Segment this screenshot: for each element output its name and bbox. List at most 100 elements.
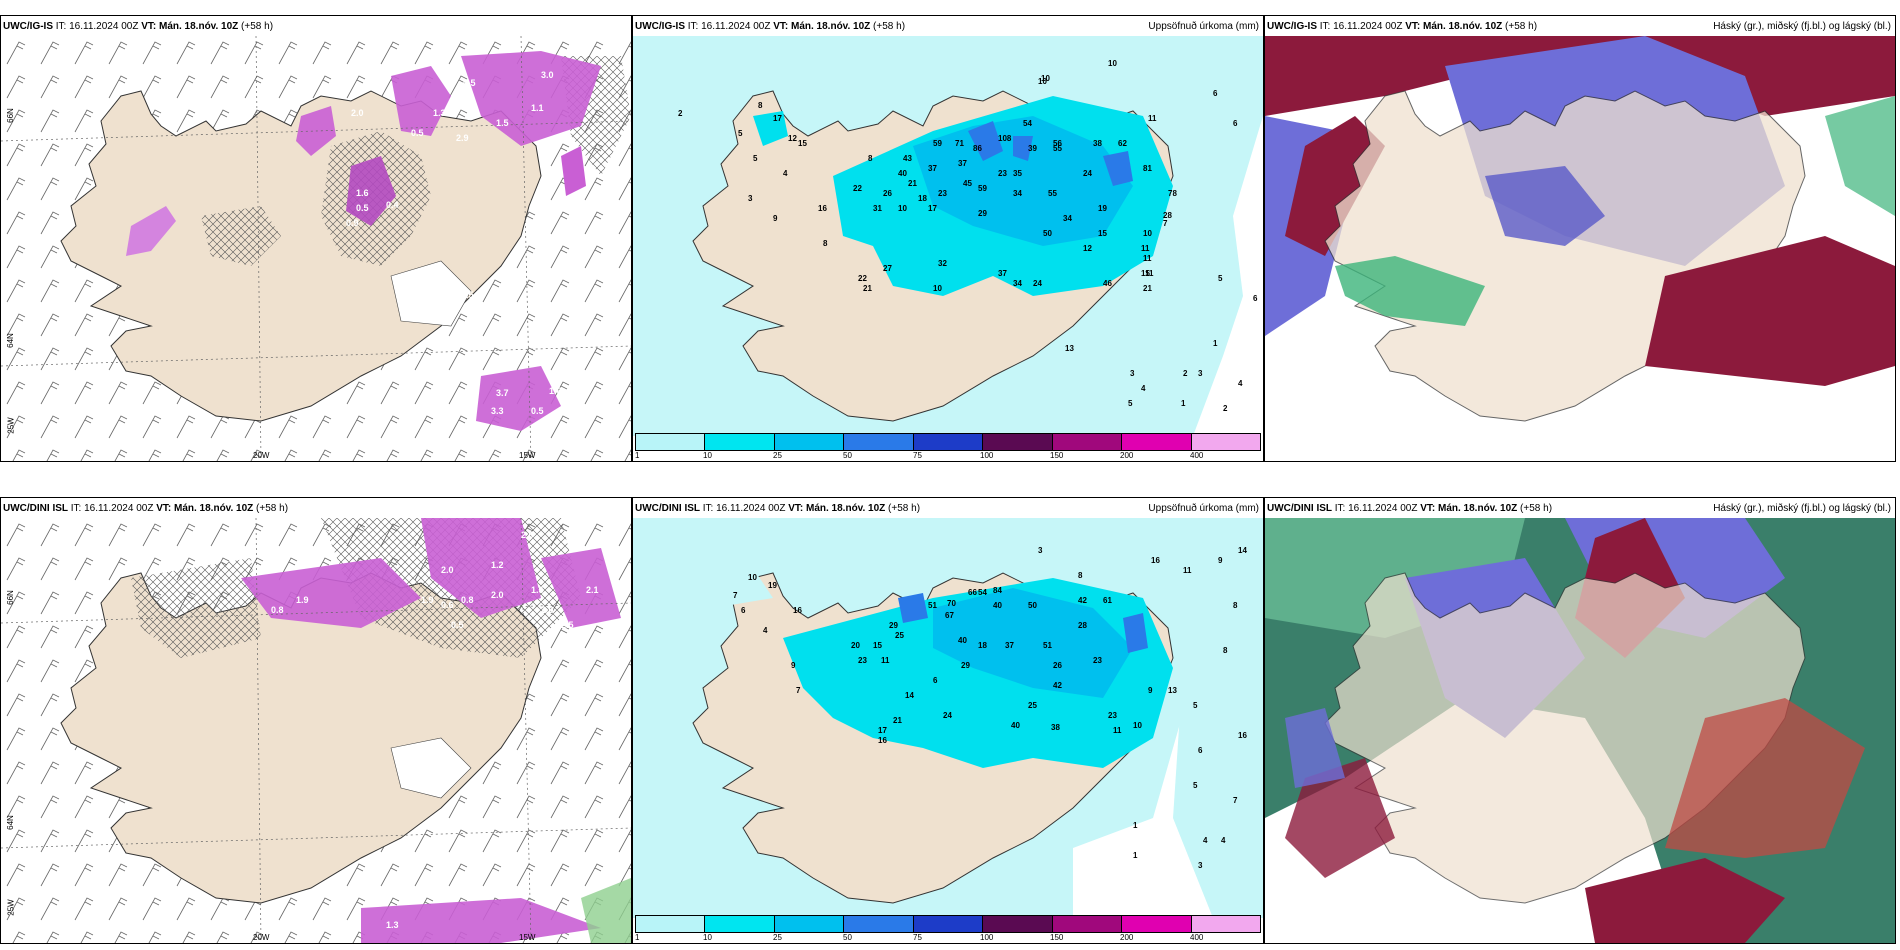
svg-text:1.5: 1.5 (531, 585, 544, 595)
svg-text:1.1: 1.1 (531, 103, 544, 113)
svg-text:2.0: 2.0 (521, 530, 534, 540)
panel-title: UWC/IG-IS IT: 16.11.2024 00Z VT: Mán. 18… (635, 21, 906, 32)
svg-text:2.5: 2.5 (561, 620, 574, 630)
svg-text:6: 6 (1213, 89, 1218, 98)
svg-text:8: 8 (758, 101, 763, 110)
svg-text:19: 19 (768, 581, 777, 590)
map-area: 3.0 0.5 1.3 1.6 1.5 1.1 2.0 0.5 2.9 1.6 … (1, 36, 631, 461)
svg-text:46: 46 (1103, 279, 1112, 288)
colorbar-segment (1052, 434, 1123, 450)
svg-text:54: 54 (1023, 119, 1032, 128)
svg-text:34: 34 (1063, 214, 1072, 223)
svg-text:5: 5 (1193, 701, 1198, 710)
svg-text:1.5: 1.5 (496, 118, 509, 128)
svg-text:25: 25 (1028, 701, 1037, 710)
svg-text:5: 5 (1193, 781, 1198, 790)
svg-text:11: 11 (1113, 726, 1122, 735)
svg-text:3: 3 (1198, 861, 1203, 870)
svg-text:4: 4 (783, 169, 788, 178)
panel-title: UWC/DINI ISL IT: 16.11.2024 00Z VT: Mán.… (635, 503, 921, 514)
svg-text:10: 10 (933, 284, 942, 293)
svg-text:1.6: 1.6 (546, 168, 559, 178)
lat-label-66n: 66N (5, 108, 15, 123)
svg-text:55: 55 (1048, 189, 1057, 198)
svg-text:0.5: 0.5 (461, 290, 474, 300)
svg-text:7: 7 (1233, 796, 1238, 805)
svg-text:20: 20 (851, 641, 860, 650)
svg-text:50: 50 (1043, 229, 1052, 238)
svg-text:23: 23 (1093, 656, 1102, 665)
svg-text:14: 14 (1238, 546, 1247, 555)
svg-text:28: 28 (1078, 621, 1087, 630)
svg-text:67: 67 (945, 611, 954, 620)
svg-text:0.6: 0.6 (441, 600, 454, 610)
svg-text:0.5: 0.5 (426, 290, 439, 300)
svg-text:38: 38 (1051, 723, 1060, 732)
svg-text:32: 32 (938, 259, 947, 268)
colorbar-labels: 1 10 25 50 75 100 150 200 400 (635, 451, 1204, 460)
svg-text:10: 10 (1038, 77, 1047, 86)
svg-text:10: 10 (1133, 721, 1142, 730)
precip-values-bot: 10 19 7 6 16 4 9 7 20 15 29 25 23 11 51 … (733, 546, 1247, 870)
svg-text:9: 9 (1148, 686, 1153, 695)
svg-text:25: 25 (895, 631, 904, 640)
lon-label-15w: 15W (519, 451, 536, 460)
colorbar-segment (705, 434, 775, 450)
svg-text:11: 11 (1143, 254, 1152, 263)
svg-text:23: 23 (938, 189, 947, 198)
lon-label-20w: 20W (253, 451, 270, 460)
svg-text:7: 7 (733, 591, 738, 600)
colorbar-segment (774, 916, 845, 932)
svg-text:0.5: 0.5 (356, 203, 369, 213)
svg-text:81: 81 (1143, 164, 1152, 173)
svg-text:21: 21 (863, 284, 872, 293)
svg-text:0.8: 0.8 (461, 595, 474, 605)
colorbar-segment (774, 434, 845, 450)
colorbar-segment (1122, 916, 1192, 932)
svg-text:26: 26 (883, 189, 892, 198)
svg-text:3: 3 (748, 194, 753, 203)
svg-text:40: 40 (1011, 721, 1020, 730)
svg-text:10: 10 (898, 204, 907, 213)
svg-text:51: 51 (1043, 641, 1052, 650)
svg-text:9: 9 (1218, 556, 1223, 565)
svg-text:2: 2 (1183, 369, 1188, 378)
lat-label-64n: 64N (5, 815, 15, 830)
svg-text:108: 108 (998, 134, 1012, 143)
precip-panel-igis: UWC/IG-IS IT: 16.11.2024 00Z VT: Mán. 18… (632, 15, 1264, 462)
svg-text:13: 13 (1065, 344, 1074, 353)
svg-text:6: 6 (1198, 746, 1203, 755)
pink-values-top: 3.0 0.5 1.3 1.6 1.5 1.1 2.0 0.5 2.9 1.6 … (346, 70, 562, 416)
svg-text:6: 6 (741, 606, 746, 615)
svg-text:54: 54 (978, 588, 987, 597)
svg-text:15: 15 (798, 139, 807, 148)
colorbar-segment (1052, 916, 1123, 932)
map-area (1265, 36, 1895, 461)
svg-text:1.3: 1.3 (386, 920, 399, 930)
svg-text:0.5: 0.5 (451, 620, 464, 630)
svg-text:27: 27 (883, 264, 892, 273)
svg-text:2.0: 2.0 (491, 590, 504, 600)
svg-text:15: 15 (873, 641, 882, 650)
svg-text:21: 21 (1143, 284, 1152, 293)
svg-text:2.1: 2.1 (586, 585, 599, 595)
svg-text:78: 78 (1168, 189, 1177, 198)
svg-text:43: 43 (903, 154, 912, 163)
svg-text:2.0: 2.0 (541, 605, 554, 615)
colorbar-segment (983, 434, 1053, 450)
svg-text:16: 16 (818, 204, 827, 213)
svg-text:0.4: 0.4 (386, 200, 399, 210)
svg-text:22: 22 (858, 274, 867, 283)
svg-text:42: 42 (1053, 681, 1062, 690)
svg-text:22: 22 (853, 184, 862, 193)
svg-text:1.2: 1.2 (491, 560, 504, 570)
map-area: 2.0 1.9 0.6 0.8 2.0 1.5 2.0 2.5 2.1 0.5 … (1, 518, 631, 943)
precip-panel-dini: UWC/DINI ISL IT: 16.11.2024 00Z VT: Mán.… (632, 497, 1264, 944)
precip-colorbar (635, 433, 1261, 451)
svg-text:6: 6 (933, 676, 938, 685)
svg-text:62: 62 (1118, 139, 1127, 148)
svg-text:9: 9 (791, 661, 796, 670)
svg-text:4: 4 (1238, 379, 1243, 388)
svg-text:1: 1 (1213, 339, 1218, 348)
lat-label-64n: 64N (5, 333, 15, 348)
